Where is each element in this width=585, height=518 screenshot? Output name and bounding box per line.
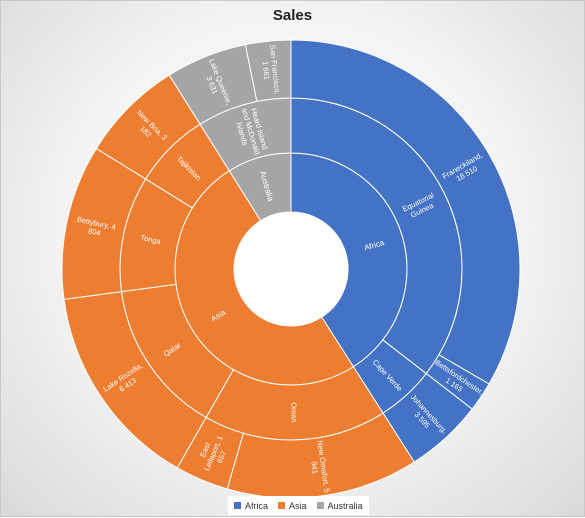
legend-swatch-australia <box>316 502 324 509</box>
legend-swatch-africa <box>234 502 241 509</box>
legend-label-africa: Africa <box>245 500 269 511</box>
legend-item-australia[interactable]: Australia <box>316 500 363 511</box>
legend-label-australia: Australia <box>327 500 363 511</box>
segment-franeckiland-18-510[interactable] <box>290 39 521 385</box>
chart-title: Sales <box>272 7 313 24</box>
legend: Africa Asia Australia <box>228 496 369 515</box>
segment-label-east-leilaport-1-657: EastLeilaport, 1657 <box>194 431 233 476</box>
segment-label-oman: Oman <box>289 402 298 423</box>
legend-label-asia: Asia <box>289 500 307 511</box>
legend-swatch-asia <box>278 502 286 509</box>
segment-label-tonga: Tonga <box>140 233 163 246</box>
center-hole <box>234 212 348 326</box>
legend-item-asia[interactable]: Asia <box>278 501 307 511</box>
segment-san-francisco-1-661[interactable] <box>244 39 292 103</box>
legend-item-africa[interactable]: Africa <box>234 501 268 511</box>
